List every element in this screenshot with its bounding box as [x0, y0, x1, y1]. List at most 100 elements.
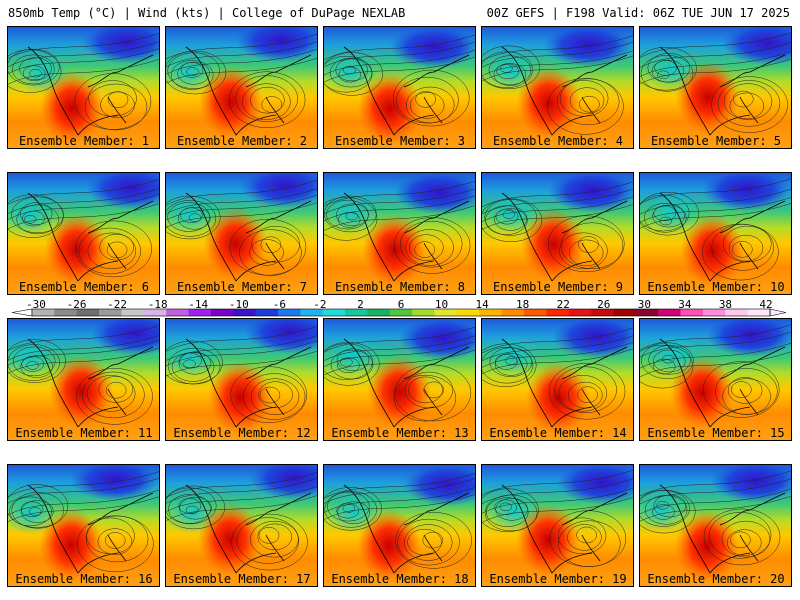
height-contour: [640, 178, 791, 204]
height-contour: [547, 78, 624, 135]
ensemble-member-map: [323, 172, 476, 295]
ensemble-member-map: [165, 318, 318, 441]
cold-air-region: [402, 465, 475, 506]
height-contour: [178, 498, 202, 514]
colorbar-swatch: [143, 309, 167, 316]
height-contour: [640, 489, 696, 534]
ensemble-member-label: Ensemble Member: 20: [647, 572, 785, 586]
height-contour: [166, 194, 317, 221]
height-contour: [166, 486, 317, 512]
colorbar-tick-label: -10: [228, 298, 249, 311]
height-contour: [171, 352, 215, 382]
height-contour: [258, 527, 280, 544]
height-contour: [482, 198, 543, 243]
height-contour: [648, 345, 691, 375]
heat-dome-region: [208, 361, 273, 434]
height-contour: [324, 478, 475, 504]
height-contour: [22, 65, 46, 82]
height-contour: [324, 52, 384, 96]
colorbar-swatch: [501, 309, 525, 316]
height-contour: [324, 341, 475, 367]
height-contour: [560, 222, 624, 270]
height-contour: [640, 194, 690, 232]
heat-dome-region: [521, 208, 586, 281]
height-contour: [324, 349, 475, 376]
height-contour: [250, 86, 285, 114]
height-contour: [8, 188, 159, 214]
height-contour: [409, 234, 444, 261]
colorbar-swatch: [412, 309, 435, 316]
cold-air-region: [556, 465, 633, 505]
height-contour: [715, 368, 778, 415]
height-contour: [260, 236, 282, 254]
ensemble-member-label: Ensemble Member: 12: [173, 426, 311, 440]
colorbar-tick-label: 34: [678, 298, 692, 311]
height-contour: [8, 194, 159, 220]
colorbar-swatch: [591, 309, 614, 316]
ensemble-member-map: [323, 26, 476, 149]
height-contour: [484, 199, 538, 236]
cold-air-region: [81, 27, 159, 64]
height-contour: [100, 91, 135, 119]
height-contour: [19, 202, 53, 225]
height-contour: [640, 188, 791, 215]
height-contour: [8, 33, 159, 59]
height-contour: [399, 220, 463, 268]
ensemble-member-map: [165, 26, 318, 149]
colorbar-tick-label: 22: [556, 298, 570, 311]
heat-dome-region: [198, 503, 263, 576]
colorbar-swatch: [76, 309, 100, 316]
height-contour: [482, 50, 633, 77]
height-contour: [178, 351, 212, 375]
height-contour: [408, 376, 443, 404]
height-contour: [166, 33, 317, 60]
cold-air-region: [244, 319, 317, 354]
height-contour: [8, 49, 62, 93]
height-contour: [708, 512, 772, 559]
cold-air-region: [552, 319, 633, 359]
height-contour: [236, 517, 300, 564]
height-contour: [166, 485, 226, 530]
coastline: [185, 484, 312, 574]
colorbar-tick-label: 38: [718, 298, 733, 311]
coastline: [343, 46, 470, 136]
height-contour: [482, 497, 633, 523]
height-contour: [16, 204, 59, 235]
height-contour: [235, 75, 298, 122]
height-contour: [166, 195, 221, 240]
height-contour: [482, 327, 633, 354]
height-contour: [8, 489, 159, 516]
height-contour: [482, 487, 633, 514]
height-contour: [493, 63, 527, 86]
cool-pacific-region: [640, 491, 689, 532]
ensemble-member-label: Ensemble Member: 10: [647, 280, 785, 294]
height-contour: [405, 229, 454, 266]
colorbar-swatch: [367, 309, 391, 316]
ensemble-member-label: Ensemble Member: 3: [334, 134, 466, 148]
height-contour: [732, 90, 754, 108]
coastline: [659, 338, 786, 428]
cold-air-region: [701, 173, 791, 212]
colorbar-tick-label: -26: [66, 298, 87, 311]
height-contour: [86, 375, 136, 412]
height-contour: [28, 507, 42, 516]
height-contour: [105, 381, 127, 399]
height-contour: [482, 346, 534, 384]
ensemble-member-map: [639, 464, 792, 587]
height-contour: [482, 35, 633, 61]
cool-pacific-region: [8, 337, 58, 378]
ensemble-member-map: [481, 172, 634, 295]
ensemble-member-map: [165, 464, 318, 587]
heat-dome-region: [357, 509, 422, 582]
cold-air-region: [398, 319, 475, 361]
colorbar-swatch: [166, 309, 189, 316]
height-contour: [703, 508, 781, 566]
ensemble-member-label: Ensemble Member: 7: [176, 280, 308, 294]
height-contour: [166, 478, 317, 504]
height-contour: [403, 524, 453, 561]
height-contour: [8, 484, 69, 528]
height-contour: [702, 361, 780, 418]
height-contour: [652, 349, 686, 373]
height-contour: [395, 512, 472, 569]
height-contour: [8, 339, 66, 383]
